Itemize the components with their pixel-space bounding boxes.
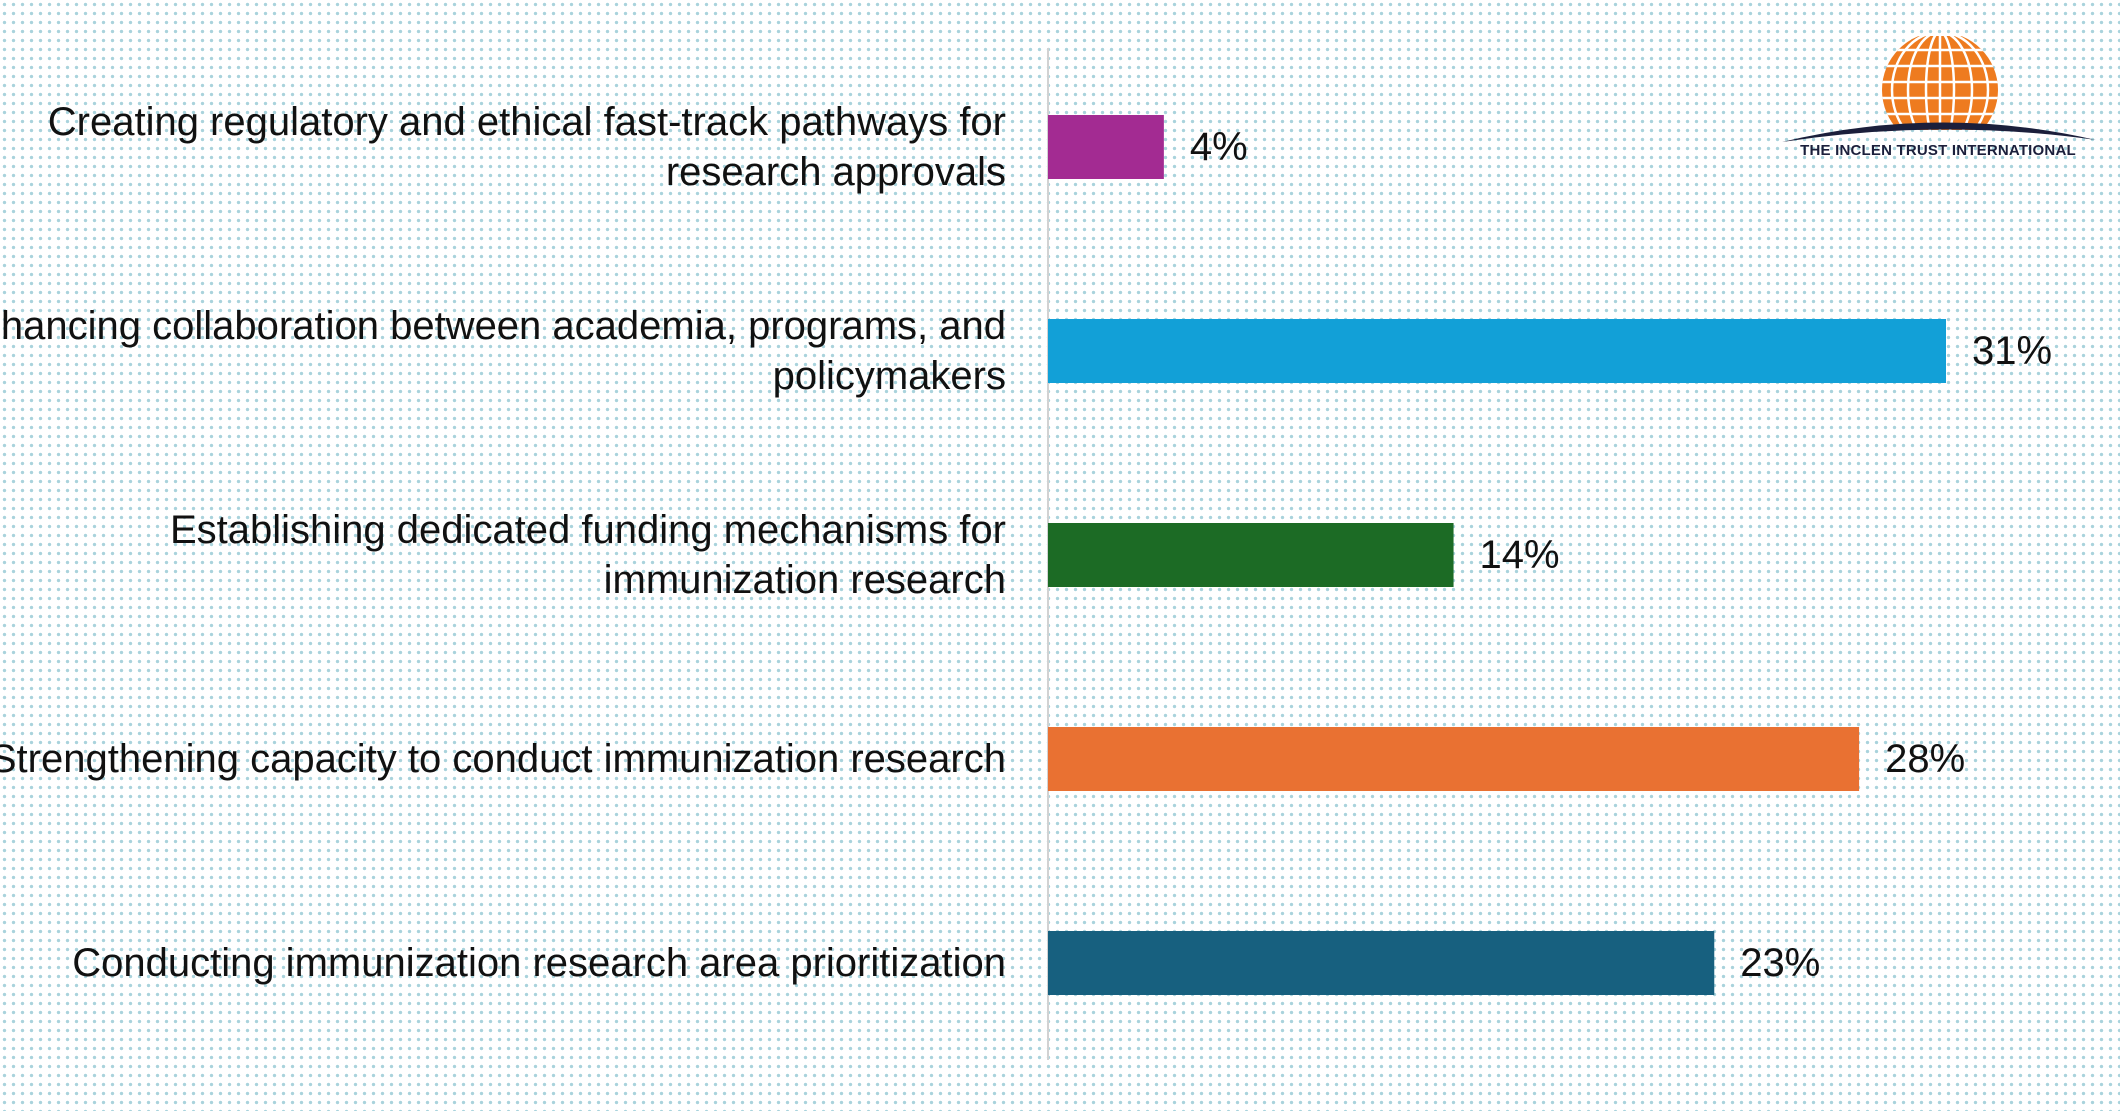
bar: [1048, 523, 1454, 587]
category-label-line: immunization research: [604, 558, 1006, 602]
category-label: Creating regulatory and ethical fast-tra…: [48, 100, 1006, 194]
data-label: 23%: [1740, 941, 1820, 985]
bar: [1048, 727, 1860, 791]
category-label: Establishing dedicated funding mechanism…: [170, 508, 1006, 602]
data-label: 28%: [1885, 737, 1965, 781]
category-label-line: Strengthening capacity to conduct immuni…: [0, 737, 1006, 781]
category-label: Conducting immunization research area pr…: [72, 941, 1006, 985]
category-label-line: Establishing dedicated funding mechanism…: [170, 508, 1006, 552]
data-label: 14%: [1480, 533, 1560, 577]
data-label: 4%: [1190, 125, 1248, 169]
category-label-line: Creating regulatory and ethical fast-tra…: [48, 100, 1006, 144]
inclen-logo: THE INCLEN TRUST INTERNATIONAL: [1778, 32, 2098, 166]
category-label-line: research approvals: [666, 150, 1006, 194]
category-label-line: policymakers: [773, 354, 1006, 398]
data-label: 31%: [1972, 329, 2052, 373]
bar: [1048, 319, 1946, 383]
globe-icon: [1782, 32, 2096, 148]
category-label-line: Conducting immunization research area pr…: [72, 941, 1006, 985]
bar: [1048, 115, 1164, 179]
logo-text: THE INCLEN TRUST INTERNATIONAL: [1800, 142, 2076, 159]
category-label: Strengthening capacity to conduct immuni…: [0, 737, 1006, 781]
category-label-line: Enhancing collaboration between academia…: [0, 304, 1006, 348]
bar: [1048, 931, 1715, 995]
category-label: Enhancing collaboration between academia…: [0, 304, 1006, 398]
